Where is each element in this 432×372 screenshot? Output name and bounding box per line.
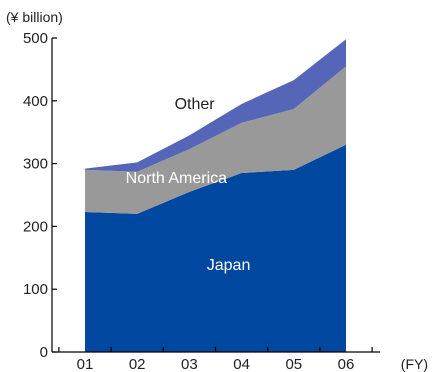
area-north-america [85, 66, 346, 214]
series-label-japan: Japan [207, 257, 251, 274]
y-axis-ticks: 0 100 200 300 400 500 [23, 30, 57, 361]
y-tick-label: 300 [23, 156, 48, 173]
x-tick-label: 01 [77, 356, 94, 372]
x-tick-label: 02 [129, 356, 146, 372]
x-tick-label: 03 [181, 356, 198, 372]
x-axis-ticks: 01 02 03 04 05 06 [58, 347, 373, 372]
y-axis-unit-label: (¥ billion) [6, 9, 63, 25]
x-tick-label: 04 [233, 356, 250, 372]
area-japan [85, 144, 346, 352]
y-tick-label: 0 [40, 344, 48, 361]
series-labels: Japan North America Other [126, 96, 251, 274]
x-tick-label: 06 [338, 356, 355, 372]
series-label-other: Other [175, 96, 216, 113]
x-axis-unit-label: (FY) [401, 356, 428, 372]
y-tick-label: 500 [23, 30, 48, 47]
y-tick-label: 400 [23, 93, 48, 110]
area-series-group [85, 39, 346, 352]
y-tick-label: 200 [23, 218, 48, 235]
x-tick-label: 05 [285, 356, 302, 372]
y-tick-label: 100 [23, 281, 48, 298]
series-label-north-america: North America [126, 170, 227, 187]
area-other [85, 39, 346, 172]
